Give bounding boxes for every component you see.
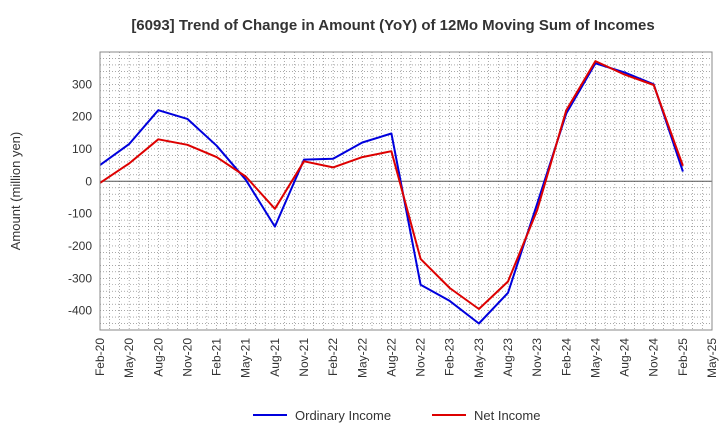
x-tick-label: Feb-22 [326, 338, 340, 376]
series-line-ordinary-income [99, 62, 684, 325]
x-tick-label: Aug-24 [618, 338, 632, 377]
x-tick-label: Nov-22 [414, 338, 428, 377]
y-tick-label: 100 [72, 142, 92, 156]
legend-label: Ordinary Income [295, 408, 391, 423]
x-tick-label: Nov-20 [180, 338, 194, 377]
x-tick-label: Feb-20 [93, 338, 107, 376]
x-tick-label: Feb-21 [210, 338, 224, 376]
x-tick-label: Nov-23 [530, 338, 544, 377]
x-tick-label: Nov-21 [297, 338, 311, 377]
y-tick-label: -100 [68, 207, 92, 221]
x-tick-label: Aug-20 [151, 338, 165, 377]
x-tick-label: May-22 [355, 338, 369, 378]
x-tick-label: Feb-24 [559, 338, 573, 376]
legend: Ordinary Income Net Income [253, 408, 540, 423]
plot-frame [99, 51, 713, 331]
x-tick-label: May-23 [472, 338, 486, 378]
legend-label: Net Income [474, 408, 540, 423]
x-tick-label: May-21 [239, 338, 253, 378]
x-tick-label: Aug-22 [384, 338, 398, 377]
y-tick-label: -300 [68, 271, 92, 285]
y-tick-label: 200 [72, 110, 92, 124]
y-tick-labels: 300 200 100 0 -100 -200 -300 -400 [68, 77, 92, 317]
x-tick-label: Nov-24 [647, 338, 661, 377]
y-tick-label: 300 [72, 77, 92, 91]
x-tick-label: May-24 [588, 338, 602, 378]
series-layer [99, 60, 684, 325]
chart-title: [6093] Trend of Change in Amount (YoY) o… [131, 17, 654, 34]
x-tick-labels: Feb-20 May-20 Aug-20 Nov-20 Feb-21 May-21 Aug-… [93, 338, 719, 378]
x-tick-label: May-20 [122, 338, 136, 378]
grid [99, 52, 712, 330]
x-tick-label: Aug-23 [501, 338, 515, 377]
y-tick-label: 0 [85, 174, 92, 188]
x-tick-label: May-25 [705, 338, 719, 378]
x-tick-label: Aug-21 [268, 338, 282, 377]
y-tick-label: -200 [68, 239, 92, 253]
series-line-net-income [99, 60, 684, 310]
y-axis-label: Amount (million yen) [8, 132, 23, 251]
y-tick-label: -400 [68, 304, 92, 318]
x-tick-label: Feb-23 [443, 338, 457, 376]
x-tick-label: Feb-25 [676, 338, 690, 376]
